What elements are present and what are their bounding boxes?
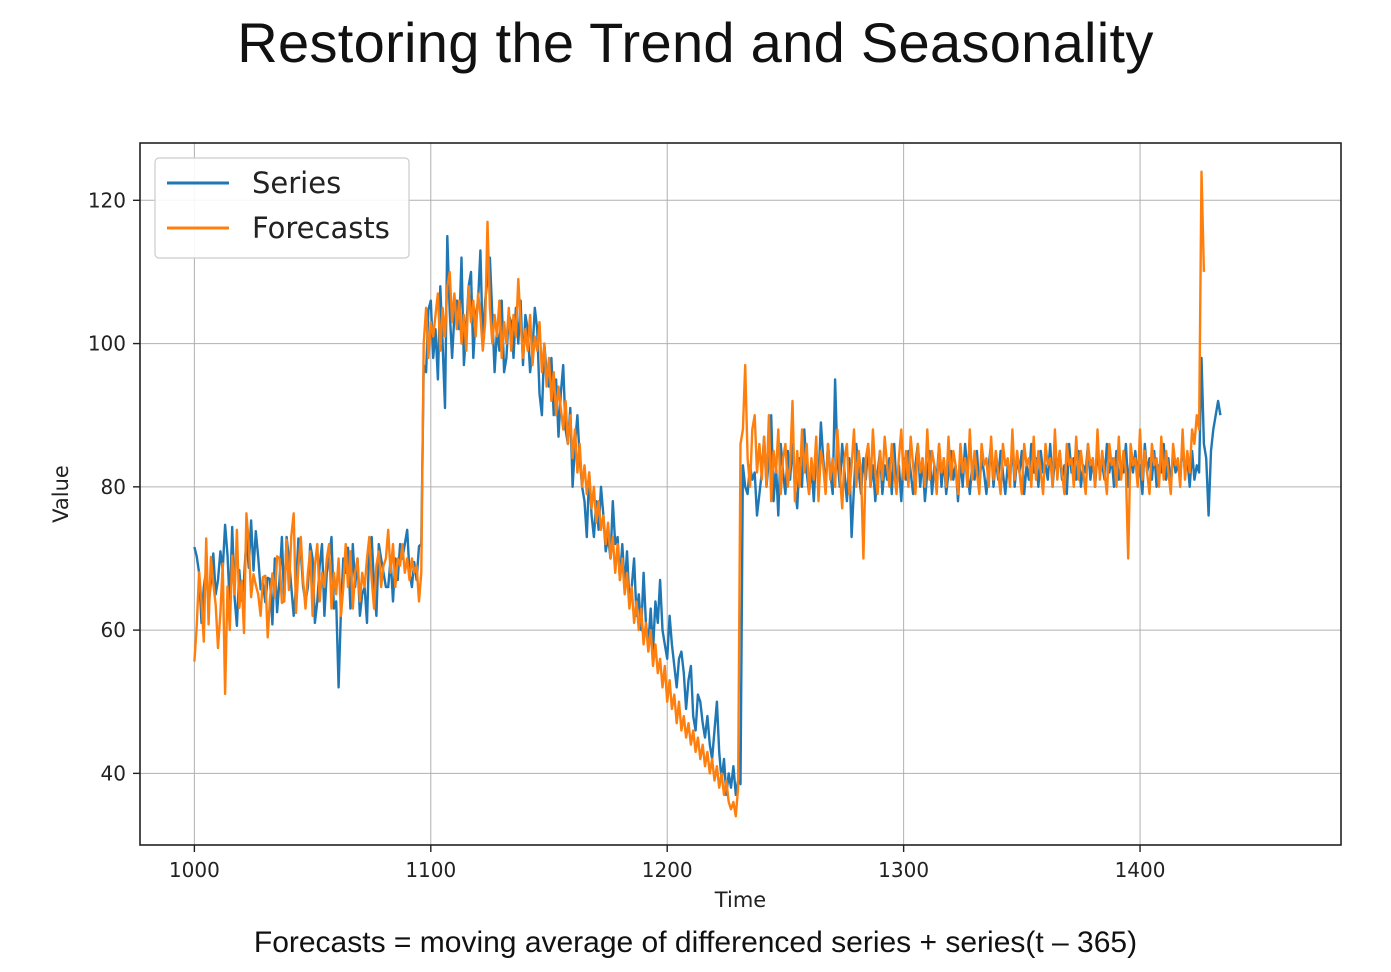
series-lines bbox=[193, 170, 1222, 818]
y-tick-label: 60 bbox=[101, 618, 126, 642]
x-tick-label: 1200 bbox=[642, 858, 693, 882]
x-axis-label: Time bbox=[714, 888, 766, 912]
slide-caption: Forecasts = moving average of difference… bbox=[253, 926, 1138, 959]
plot-frame bbox=[139, 142, 1342, 846]
legend-label-forecasts: Forecasts bbox=[252, 211, 390, 245]
series-line-forecasts bbox=[193, 170, 1206, 818]
x-tick-label: 1000 bbox=[169, 858, 220, 882]
axis-ticks: 1000 1100 1200 1300 1400 40 60 80 100 120 bbox=[88, 188, 1166, 882]
y-tick-label: 40 bbox=[101, 761, 126, 785]
y-tick-label: 80 bbox=[101, 475, 126, 499]
chart-legend: Series Forecasts bbox=[154, 157, 410, 259]
y-axis-label: Value bbox=[49, 465, 73, 523]
y-tick-label: 100 bbox=[88, 332, 126, 356]
x-tick-label: 1100 bbox=[405, 858, 456, 882]
y-tick-label: 120 bbox=[88, 188, 126, 212]
x-tick-label: 1400 bbox=[1115, 858, 1166, 882]
legend-label-series: Series bbox=[252, 166, 341, 200]
slide-title: Restoring the Trend and Seasonality bbox=[237, 11, 1154, 74]
series-line-series bbox=[193, 234, 1222, 797]
x-tick-label: 1300 bbox=[878, 858, 929, 882]
